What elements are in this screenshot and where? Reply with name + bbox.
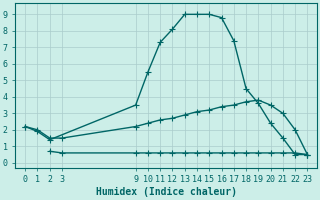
- X-axis label: Humidex (Indice chaleur): Humidex (Indice chaleur): [96, 187, 237, 197]
